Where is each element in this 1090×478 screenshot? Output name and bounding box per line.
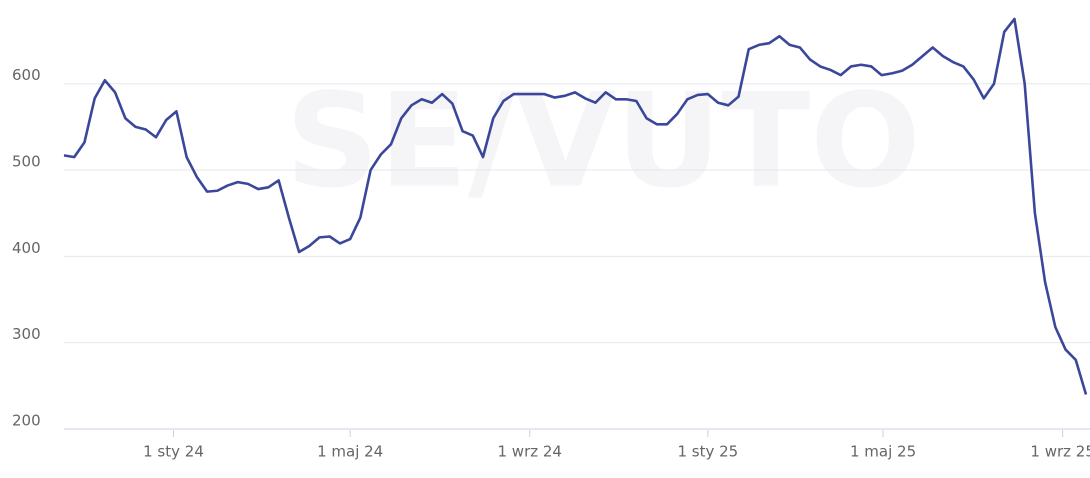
watermark: SE/VUTO xyxy=(285,65,920,217)
y-tick-label: 400 xyxy=(12,239,41,257)
y-tick-label: 200 xyxy=(12,412,41,430)
data-line xyxy=(63,17,1088,395)
y-tick-label: 600 xyxy=(12,66,41,84)
y-tick-label: 500 xyxy=(12,153,41,171)
x-tick-label: 1 maj 24 xyxy=(317,443,383,461)
y-tick-label: 300 xyxy=(12,325,41,343)
x-tick-label: 1 sty 24 xyxy=(143,443,204,461)
x-tick-label: 1 wrz 24 xyxy=(497,443,561,461)
x-tick-label: 1 wrz 25 xyxy=(1030,443,1090,461)
x-tick-label: 1 maj 25 xyxy=(850,443,916,461)
x-tick-label: 1 sty 25 xyxy=(677,443,738,461)
